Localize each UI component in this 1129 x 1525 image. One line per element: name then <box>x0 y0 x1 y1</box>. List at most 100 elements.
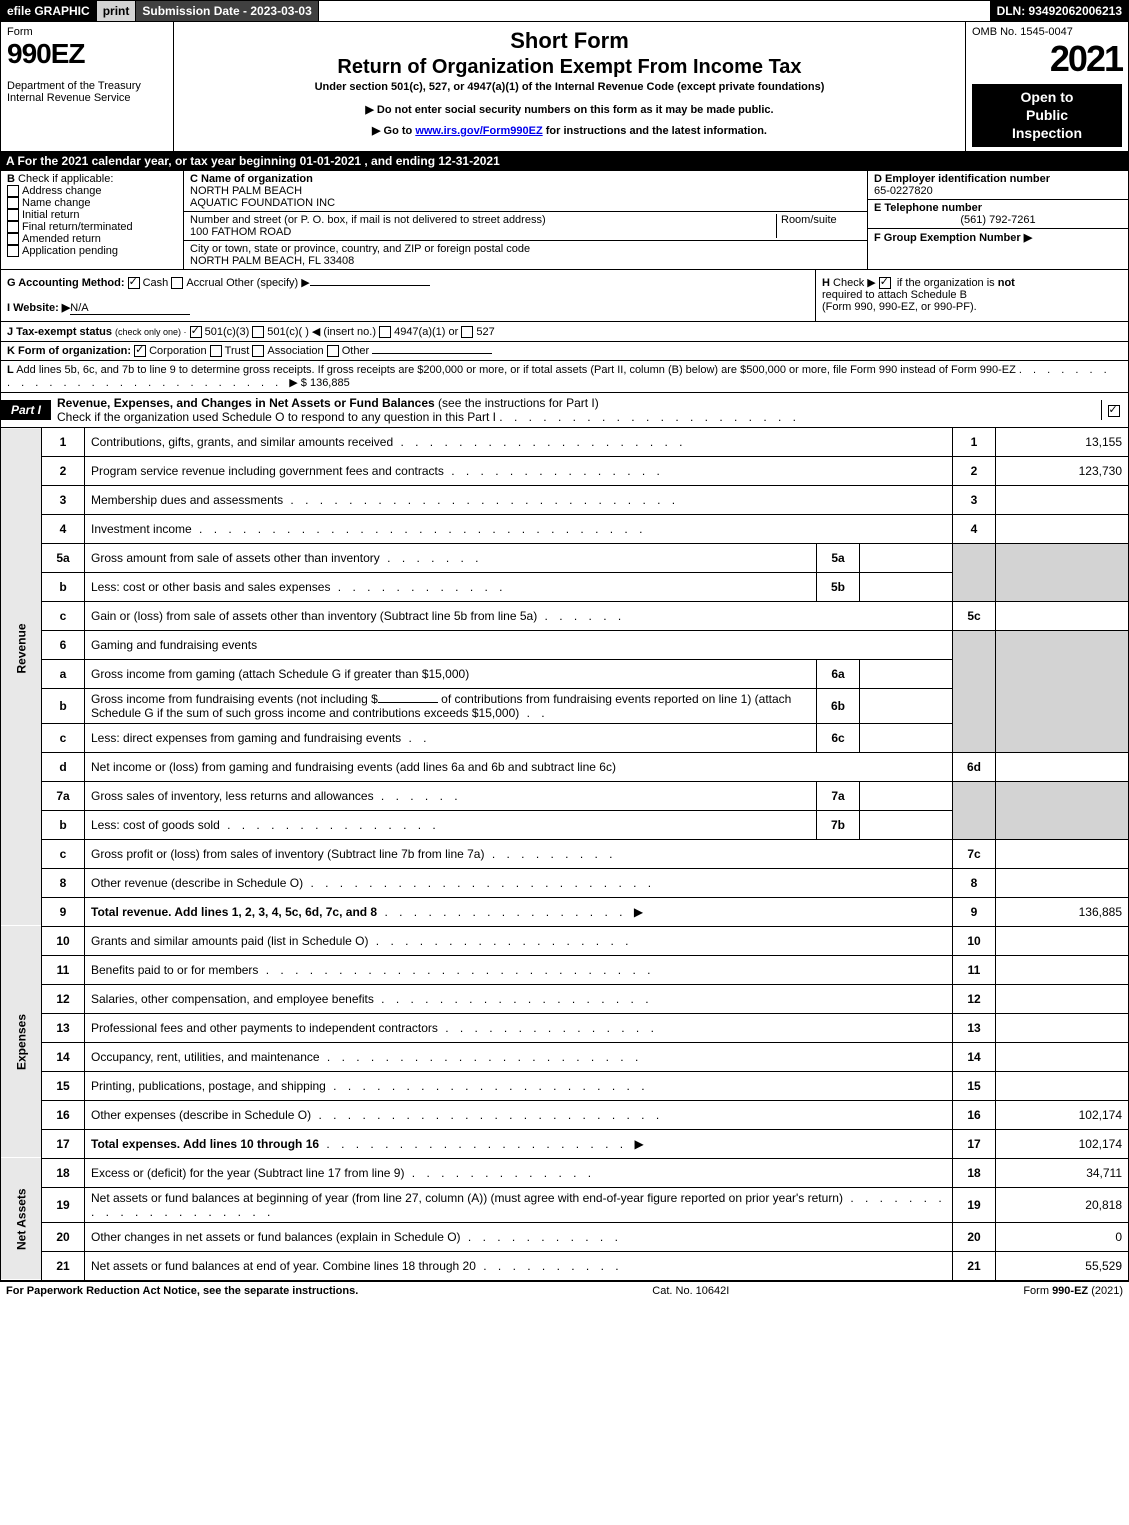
checkbox-schedule-o[interactable] <box>1108 405 1120 417</box>
line-6c-num: c <box>42 723 85 752</box>
line-5a: 5a Gross amount from sale of assets othe… <box>1 543 1129 572</box>
label-4947: 4947(a)(1) or <box>394 326 458 338</box>
print-button[interactable]: print <box>97 1 137 21</box>
line-2: 2 Program service revenue including gove… <box>1 456 1129 485</box>
k-label: K Form of organization: <box>7 345 131 357</box>
line-2-num: 2 <box>42 456 85 485</box>
line-10-num: 10 <box>42 926 85 955</box>
checkbox-amended-return[interactable] <box>7 233 19 245</box>
line-19-desc: Net assets or fund balances at beginning… <box>85 1187 953 1222</box>
line-7b-mn: 7b <box>817 810 860 839</box>
inspection-line1: Open to <box>974 88 1120 106</box>
line-16-desc: Other expenses (describe in Schedule O) … <box>85 1100 953 1129</box>
line-3-num: 3 <box>42 485 85 514</box>
line-15-val <box>996 1071 1129 1100</box>
label-cash: Cash <box>143 277 169 289</box>
line-16-text: Other expenses (describe in Schedule O) <box>91 1108 311 1122</box>
line-3-val <box>996 485 1129 514</box>
e-label: E Telephone number <box>874 202 982 214</box>
line-18-desc: Excess or (deficit) for the year (Subtra… <box>85 1158 953 1187</box>
part1-title-text: Revenue, Expenses, and Changes in Net As… <box>57 396 435 410</box>
part1-title: Revenue, Expenses, and Changes in Net As… <box>51 393 1101 427</box>
line-3: 3 Membership dues and assessments . . . … <box>1 485 1129 514</box>
line-7a-mv <box>860 781 953 810</box>
line-16-rn: 16 <box>953 1100 996 1129</box>
h-label: H <box>822 277 830 289</box>
checkbox-trust[interactable] <box>210 345 222 357</box>
group-exemption-row: F Group Exemption Number ▶ <box>868 229 1128 246</box>
checkbox-address-change[interactable] <box>7 185 19 197</box>
checkbox-initial-return[interactable] <box>7 209 19 221</box>
line-14-rn: 14 <box>953 1042 996 1071</box>
line-5c-rn: 5c <box>953 601 996 630</box>
line-17-val: 102,174 <box>996 1129 1129 1158</box>
irs-link[interactable]: www.irs.gov/Form990EZ <box>415 125 542 137</box>
checkbox-accrual[interactable] <box>171 277 183 289</box>
subtitle: Under section 501(c), 527, or 4947(a)(1)… <box>182 81 957 93</box>
title-return: Return of Organization Exempt From Incom… <box>182 56 957 79</box>
line-5a-mv <box>860 543 953 572</box>
line-6b-num: b <box>42 688 85 723</box>
checkbox-corporation[interactable] <box>134 345 146 357</box>
h-text3: required to attach Schedule B <box>822 289 967 301</box>
l-text: Add lines 5b, 6c, and 7b to line 9 to de… <box>16 364 1016 376</box>
line-17-num: 17 <box>42 1129 85 1158</box>
line-3-desc: Membership dues and assessments . . . . … <box>85 485 953 514</box>
phone-row: E Telephone number (561) 792-7261 <box>868 200 1128 229</box>
line-5a-desc: Gross amount from sale of assets other t… <box>85 543 817 572</box>
label-501c3: 501(c)(3) <box>205 326 250 338</box>
line-6c-mn: 6c <box>817 723 860 752</box>
line-6: 6 Gaming and fundraising events <box>1 630 1129 659</box>
label-trust: Trust <box>225 345 250 357</box>
checkbox-cash[interactable] <box>128 277 140 289</box>
line-5-grey-val <box>996 543 1129 601</box>
line-14-val <box>996 1042 1129 1071</box>
line-6d-desc: Net income or (loss) from gaming and fun… <box>85 752 953 781</box>
line-2-desc: Program service revenue including govern… <box>85 456 953 485</box>
line-11-num: 11 <box>42 955 85 984</box>
line-9: 9 Total revenue. Add lines 1, 2, 3, 4, 5… <box>1 897 1129 926</box>
checkbox-association[interactable] <box>252 345 264 357</box>
checkbox-527[interactable] <box>461 326 473 338</box>
checkbox-name-change[interactable] <box>7 197 19 209</box>
checkbox-501c3[interactable] <box>190 326 202 338</box>
checkbox-501c[interactable] <box>252 326 264 338</box>
line-18-text: Excess or (deficit) for the year (Subtra… <box>91 1166 404 1180</box>
other-org-input[interactable] <box>372 353 492 354</box>
part1-checkbox-o[interactable] <box>1101 400 1128 420</box>
line-6-desc: Gaming and fundraising events <box>85 630 953 659</box>
line-20-desc: Other changes in net assets or fund bala… <box>85 1222 953 1251</box>
line-1-desc: Contributions, gifts, grants, and simila… <box>85 428 953 457</box>
line-6b-text1: Gross income from fundraising events (no… <box>91 692 378 706</box>
line-7c-rn: 7c <box>953 839 996 868</box>
line-6d-val <box>996 752 1129 781</box>
line-6c-text: Less: direct expenses from gaming and fu… <box>91 731 401 745</box>
line-6b-amount[interactable] <box>378 702 438 703</box>
line-a: A For the 2021 calendar year, or tax yea… <box>0 152 1129 170</box>
checkbox-4947[interactable] <box>379 326 391 338</box>
checkbox-schedule-b[interactable] <box>879 277 891 289</box>
other-method-input[interactable] <box>310 285 430 286</box>
checkbox-other-org[interactable] <box>327 345 339 357</box>
line-9-text: Total revenue. Add lines 1, 2, 3, 4, 5c,… <box>91 905 377 919</box>
b-check-label: Check if applicable: <box>18 173 113 185</box>
checkbox-application-pending[interactable] <box>7 245 19 257</box>
checkbox-final-return[interactable] <box>7 221 19 233</box>
line-1-val: 13,155 <box>996 428 1129 457</box>
line-1-text: Contributions, gifts, grants, and simila… <box>91 435 393 449</box>
line-9-desc: Total revenue. Add lines 1, 2, 3, 4, 5c,… <box>85 897 953 926</box>
part1-label: Part I <box>1 400 51 420</box>
line-14-num: 14 <box>42 1042 85 1071</box>
label-pending: Application pending <box>22 245 118 257</box>
revenue-side-label: Revenue <box>1 428 42 869</box>
city-label: City or town, state or province, country… <box>190 243 530 255</box>
line-20-val: 0 <box>996 1222 1129 1251</box>
line-7c-desc: Gross profit or (loss) from sales of inv… <box>85 839 953 868</box>
inspection-line2: Public <box>974 106 1120 124</box>
line-19-val: 20,818 <box>996 1187 1129 1222</box>
line-7-grey-val <box>996 781 1129 839</box>
org-city: NORTH PALM BEACH, FL 33408 <box>190 255 354 267</box>
line-13-rn: 13 <box>953 1013 996 1042</box>
line-5c-text: Gain or (loss) from sale of assets other… <box>91 609 537 623</box>
line-18: Net Assets 18 Excess or (deficit) for th… <box>1 1158 1129 1187</box>
